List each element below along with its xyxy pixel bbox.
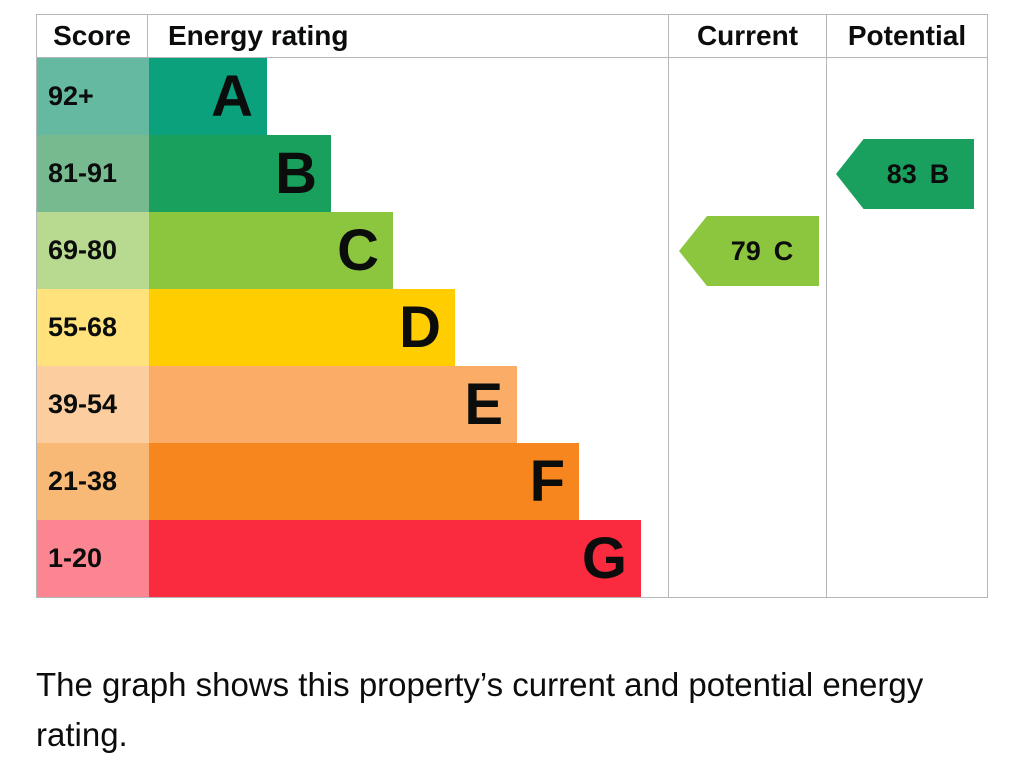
rating-bar: A [149,58,267,135]
band-row-f: 21-38 F [37,443,987,520]
band-row-b: 81-91 B [37,135,987,212]
header-potential: Potential [826,15,987,57]
band-letter: D [399,294,441,360]
band-letter: C [337,217,379,283]
score-range: 55-68 [37,289,149,366]
current-rating-arrow: 79 C [679,216,819,286]
rating-bar: B [149,135,331,212]
column-divider-potential [826,58,827,597]
current-score: 79 [730,235,761,266]
header-energy-rating: Energy rating [168,20,349,51]
rating-bar: D [149,289,455,366]
band-letter: F [529,448,565,514]
score-range: 92+ [37,58,149,135]
band-letter: G [581,525,627,591]
band-row-e: 39-54 E [37,366,987,443]
band-row-g: 1-20 G [37,520,987,597]
chart-caption: The graph shows this property’s current … [36,666,924,754]
score-range: 81-91 [37,135,149,212]
band-letter: A [211,63,253,129]
score-range: 69-80 [37,212,149,289]
potential-rating-arrow: 83 B [836,139,974,209]
score-range: 39-54 [37,366,149,443]
score-range: 21-38 [37,443,149,520]
band-letter: B [275,140,317,206]
potential-score: 83 [886,158,917,189]
band-row-c: 69-80 C [37,212,987,289]
rating-bar: G [149,520,641,597]
rating-bar: E [149,366,517,443]
band-row-d: 55-68 D [37,289,987,366]
rating-table: Score Energy rating Current Potential 92… [36,14,988,598]
current-band: C [773,235,794,266]
header-score: Score [37,15,148,57]
rating-bar: F [149,443,579,520]
potential-band: B [929,158,950,189]
band-row-a: 92+ A [37,58,987,135]
header-current: Current [668,15,826,57]
column-divider-current [668,58,669,597]
band-letter: E [464,371,503,437]
rating-bar: C [149,212,393,289]
table-header: Score Energy rating Current Potential [36,14,988,58]
rating-rows: 92+ A 81-91 B 69-80 C 55-68 D [36,58,988,598]
score-range: 1-20 [37,520,149,597]
